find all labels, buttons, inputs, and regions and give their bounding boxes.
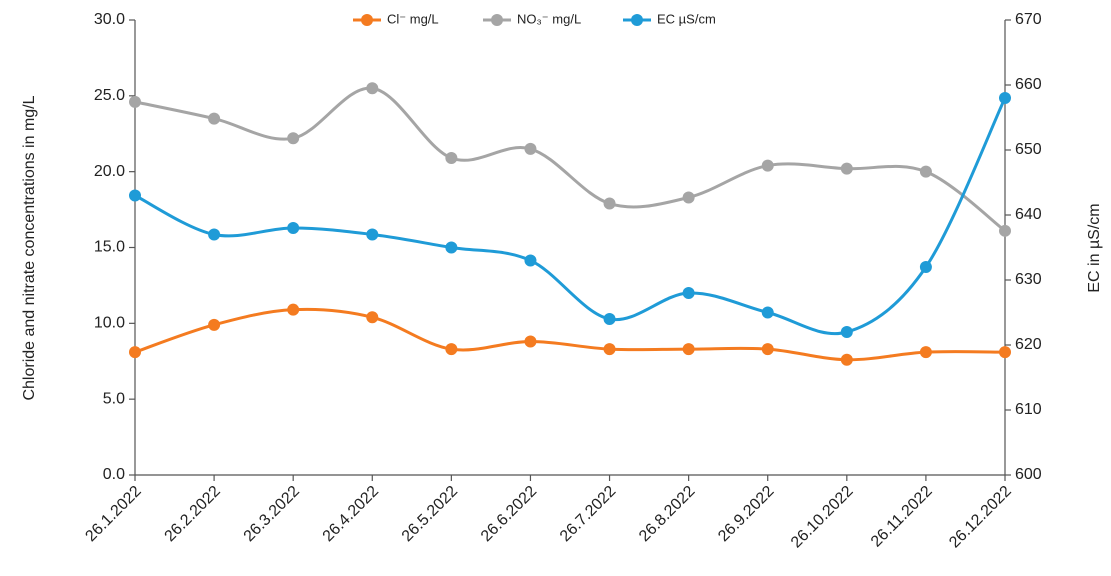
marker bbox=[287, 222, 300, 234]
x-tick-label: 26.4.2022 bbox=[320, 483, 382, 545]
marker bbox=[919, 165, 932, 178]
marker bbox=[287, 303, 300, 316]
legend-marker bbox=[491, 14, 503, 26]
marker bbox=[603, 197, 616, 210]
y-tick-label: 10.0 bbox=[94, 315, 125, 332]
marker bbox=[999, 224, 1011, 237]
marker bbox=[287, 132, 300, 145]
y-axis-title: Chloride and nitrate concentrations in m… bbox=[21, 95, 38, 400]
marker bbox=[208, 318, 221, 331]
x-tick-label: 26.3.2022 bbox=[241, 483, 303, 545]
y2-tick-label: 600 bbox=[1015, 466, 1042, 483]
marker bbox=[999, 346, 1011, 359]
y2-tick-label: 660 bbox=[1015, 76, 1042, 93]
marker bbox=[682, 191, 695, 204]
series-line bbox=[134, 86, 1006, 233]
y2-tick-label: 620 bbox=[1015, 336, 1042, 353]
marker bbox=[761, 159, 774, 172]
marker bbox=[840, 162, 853, 175]
y-tick-label: 15.0 bbox=[94, 239, 125, 256]
x-tick-label: 26.2.2022 bbox=[162, 483, 224, 545]
y-tick-label: 25.0 bbox=[94, 87, 125, 104]
marker bbox=[999, 92, 1011, 104]
marker bbox=[445, 343, 458, 356]
marker bbox=[445, 152, 458, 165]
x-tick-label: 26.7.2022 bbox=[557, 483, 619, 545]
y2-tick-label: 630 bbox=[1015, 271, 1042, 288]
legend-label: Cl⁻ mg/L bbox=[387, 11, 439, 26]
marker bbox=[840, 353, 853, 366]
series-line bbox=[134, 97, 1007, 336]
legend-label: EC µS/cm bbox=[657, 11, 716, 26]
series-line bbox=[134, 307, 1006, 362]
y2-tick-label: 670 bbox=[1015, 11, 1042, 28]
marker bbox=[366, 311, 379, 324]
marker bbox=[919, 261, 932, 273]
marker bbox=[919, 346, 932, 359]
marker bbox=[603, 313, 616, 325]
x-tick-label: 26.5.2022 bbox=[399, 483, 461, 545]
marker bbox=[445, 241, 458, 254]
marker bbox=[682, 343, 695, 356]
marker bbox=[682, 287, 695, 299]
marker bbox=[524, 335, 537, 348]
x-tick-label: 26.10.2022 bbox=[788, 483, 857, 552]
y-tick-label: 5.0 bbox=[103, 390, 125, 407]
x-tick-label: 26.6.2022 bbox=[478, 483, 540, 545]
y2-tick-label: 650 bbox=[1015, 141, 1042, 158]
legend-marker bbox=[361, 14, 373, 26]
marker bbox=[761, 343, 774, 356]
marker bbox=[840, 326, 853, 338]
marker bbox=[208, 228, 221, 241]
legend-marker bbox=[631, 14, 643, 26]
x-tick-label: 26.12.2022 bbox=[946, 483, 1015, 552]
marker bbox=[208, 112, 221, 125]
y2-axis-title: EC in µS/cm bbox=[1086, 203, 1103, 292]
y2-tick-label: 610 bbox=[1015, 401, 1042, 418]
marker bbox=[524, 254, 537, 267]
y-tick-label: 0.0 bbox=[103, 466, 125, 483]
y-tick-label: 30.0 bbox=[94, 11, 125, 28]
x-tick-label: 26.1.2022 bbox=[82, 483, 144, 545]
marker bbox=[129, 346, 141, 359]
x-tick-label: 26.9.2022 bbox=[715, 483, 777, 545]
y2-tick-label: 640 bbox=[1015, 206, 1042, 223]
marker bbox=[366, 82, 379, 95]
marker bbox=[603, 343, 616, 356]
legend-label: NO₃⁻ mg/L bbox=[517, 11, 581, 26]
x-tick-label: 26.11.2022 bbox=[868, 483, 936, 551]
marker bbox=[761, 306, 774, 319]
marker bbox=[366, 228, 379, 241]
marker bbox=[129, 189, 141, 202]
marker bbox=[524, 142, 537, 155]
x-tick-label: 26.8.2022 bbox=[636, 483, 698, 545]
y-tick-label: 20.0 bbox=[94, 163, 125, 180]
marker bbox=[129, 95, 141, 108]
